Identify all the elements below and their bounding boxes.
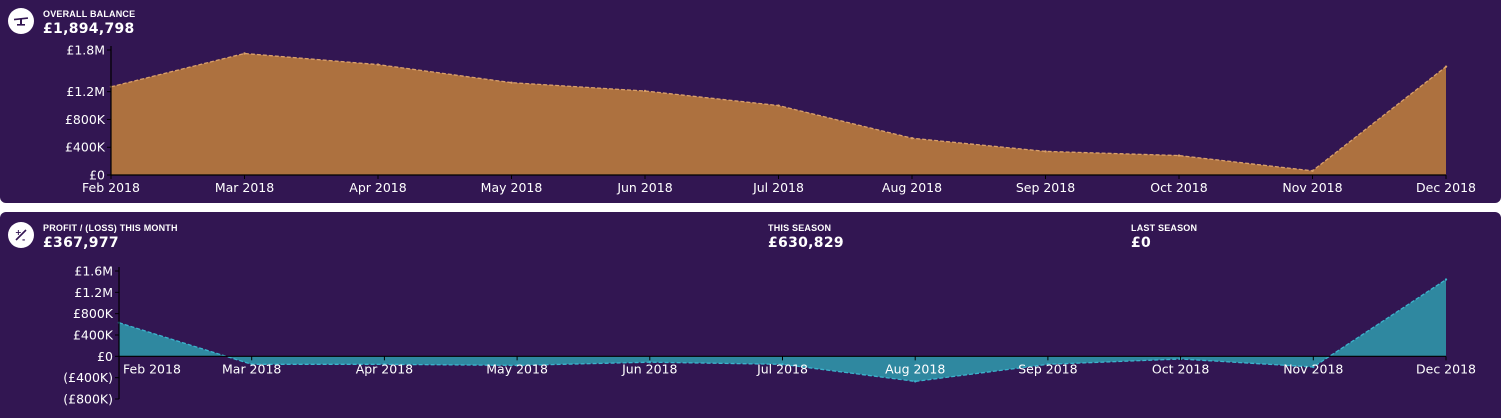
profit-x-tick-label: Aug 2018	[885, 361, 945, 376]
balance-point	[376, 63, 380, 66]
overall-balance-panel: OVERALL BALANCE £1,894,798 £0 £400K £800K £…	[0, 0, 1501, 203]
profit-point	[914, 380, 917, 383]
balance-point	[1311, 169, 1314, 173]
profit-point	[383, 363, 386, 366]
profit-loss-panel: + - PROFIT / (LOSS) THIS MONTH £367,977 …	[0, 212, 1501, 418]
profit-y-tick-label: £0	[97, 349, 113, 364]
balance-x-tick-label: Oct 2018	[1150, 180, 1207, 195]
balance-chart: £0 £400K £800K £1.2M £1.8M Feb 2018 Mar 2018 Ap…	[65, 43, 1476, 196]
profit-point	[648, 361, 651, 364]
balance-x-tick-label: Sep 2018	[1016, 180, 1075, 195]
balance-x-tick-label: Aug 2018	[882, 180, 942, 195]
balance-x-tick-label: Apr 2018	[349, 180, 406, 195]
svg-text:-: -	[22, 235, 25, 243]
balance-y-tick-label: £1.2M	[66, 84, 105, 99]
balance-scale-icon	[8, 8, 34, 34]
overall-balance-value: £1,894,798	[43, 21, 135, 37]
balance-y-tick-label: £1.8M	[66, 43, 105, 58]
profit-x-tick-label: Apr 2018	[356, 361, 413, 376]
balance-point	[1177, 154, 1181, 157]
profit-y-tick-label: £400K	[73, 328, 114, 343]
balance-point	[1444, 65, 1448, 68]
balance-x-tick-label: Nov 2018	[1282, 180, 1342, 195]
profit-x-tick-label: Feb 2018	[123, 361, 181, 376]
balance-point	[1044, 150, 1047, 153]
overall-balance-label: OVERALL BALANCE	[43, 9, 136, 19]
balance-point	[243, 52, 246, 55]
svg-text:+: +	[15, 228, 22, 237]
profit-y-tick-label: £1.2M	[74, 285, 113, 300]
profit-point	[1444, 278, 1448, 281]
balance-x-tick-label: Dec 2018	[1416, 180, 1476, 195]
profit-x-tick-label: Sep 2018	[1018, 361, 1077, 376]
balance-x-tick-label: Mar 2018	[215, 180, 274, 195]
profit-this-month-value: £367,977	[43, 235, 119, 251]
profit-area	[119, 279, 1446, 382]
profit-x-tick-label: Nov 2018	[1283, 361, 1343, 376]
profit-x-tick-label: Oct 2018	[1152, 361, 1209, 376]
profit-point	[1046, 363, 1050, 366]
profit-y-tick-label: (£400K)	[63, 370, 113, 385]
last-season-value: £0	[1131, 235, 1152, 251]
profit-this-month-label: PROFIT / (LOSS) THIS MONTH	[43, 223, 178, 233]
profit-point	[781, 363, 784, 366]
profit-x-tick-label: May 2018	[486, 361, 548, 376]
fraction-icon: + -	[8, 222, 34, 248]
this-season-label: THIS SEASON	[768, 223, 832, 233]
balance-y-tick-label: £0	[89, 168, 105, 183]
balance-x-tick-label: Jul 2018	[752, 180, 804, 195]
profit-y-tick-label: £800K	[73, 306, 114, 321]
balance-x-tick-label: Jun 2018	[616, 180, 672, 195]
profit-x-tick-label: Jun 2018	[621, 361, 677, 376]
profit-x-tick-label: Dec 2018	[1416, 361, 1476, 376]
profit-point	[250, 363, 253, 366]
profit-x-tick-label: Jul 2018	[756, 361, 808, 376]
profit-point	[515, 364, 519, 367]
balance-y-tick-label: £800K	[65, 112, 106, 127]
profit-y-tick-label: £1.6M	[74, 264, 113, 279]
last-season-label: LAST SEASON	[1131, 223, 1198, 233]
this-season-value: £630,829	[768, 235, 844, 251]
balance-y-tick-label: £400K	[65, 140, 106, 155]
balance-point	[910, 136, 914, 140]
profit-chart: £1.6M £1.2M £800K £400K £0 (£400K) (£800K) Feb …	[63, 264, 1476, 407]
balance-area	[111, 53, 1446, 175]
balance-x-tick-label: Feb 2018	[82, 180, 140, 195]
balance-point	[643, 89, 647, 93]
profit-y-tick-label: (£800K)	[63, 392, 113, 407]
balance-x-tick-label: May 2018	[481, 180, 543, 195]
balance-point	[510, 81, 513, 84]
profit-x-tick-label: Mar 2018	[222, 361, 281, 376]
profit-point	[1312, 365, 1315, 369]
balance-point	[777, 104, 780, 107]
